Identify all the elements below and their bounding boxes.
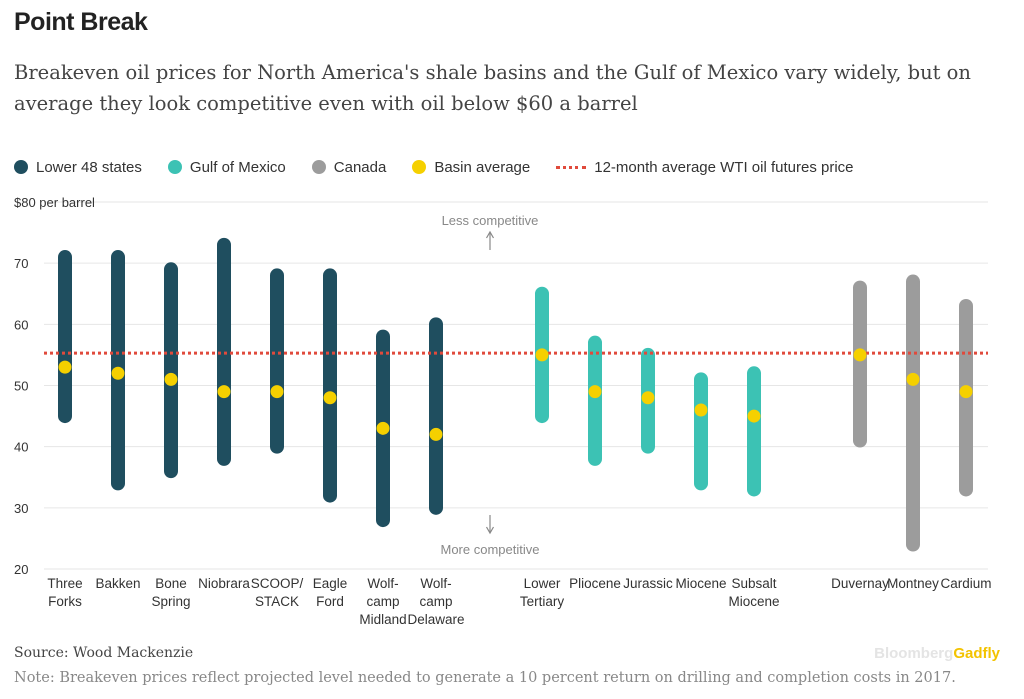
basin-average-dot bbox=[376, 421, 390, 435]
arrow-up-head-icon bbox=[485, 230, 495, 239]
basin-average-dot bbox=[906, 372, 920, 386]
x-category-label: Wolf-camp Delaware bbox=[407, 576, 464, 627]
x-category-label: Cardium bbox=[940, 576, 991, 591]
basin-average-dot bbox=[747, 409, 761, 423]
legend-swatch-lower-48 bbox=[14, 160, 28, 174]
legend-swatch-canada bbox=[311, 160, 326, 174]
x-category-label: Niobrara bbox=[198, 576, 250, 591]
y-tick-label: 20 bbox=[14, 562, 28, 577]
x-category-label: Eagle Ford bbox=[313, 576, 348, 609]
legend-item-gulf-of-mexico: Gulf of Mexico bbox=[167, 158, 286, 176]
basin-average-dot bbox=[959, 385, 973, 399]
annotation-more-competitive: More competitive bbox=[441, 542, 540, 557]
basin-average-dot bbox=[641, 391, 655, 405]
basin-average-dot bbox=[164, 372, 178, 386]
y-tick-label: $80 per barrel bbox=[14, 195, 95, 210]
legend-item-basin-average: Basin average bbox=[412, 159, 530, 176]
x-category-label: Pliocene bbox=[569, 576, 621, 591]
legend-item-lower-48: Lower 48 states bbox=[14, 159, 142, 176]
x-category-label: SCOOP/STACK bbox=[251, 576, 304, 609]
x-category-label: Bakken bbox=[95, 576, 140, 591]
x-category-label: Lower Tertiary bbox=[520, 576, 565, 609]
basin-average-dot bbox=[694, 403, 708, 417]
legend-swatch-gulf-of-mexico bbox=[167, 160, 182, 174]
arrow-down-head-icon bbox=[485, 526, 495, 535]
footnote: Note: Breakeven prices reflect projected… bbox=[14, 670, 956, 686]
legend: Lower 48 states Gulf of Mexico Canada Ba… bbox=[14, 156, 880, 178]
y-tick-label: 40 bbox=[14, 440, 28, 455]
x-category-label: Three Forks bbox=[47, 576, 82, 609]
basin-average-dot bbox=[429, 427, 443, 441]
y-tick-label: 60 bbox=[14, 317, 28, 332]
basin-average-dot bbox=[323, 391, 337, 405]
x-category-label: Bone Spring bbox=[151, 576, 190, 609]
basin-average-dot bbox=[111, 366, 125, 380]
annotation-less-competitive: Less competitive bbox=[442, 213, 539, 228]
source-note: Source: Wood Mackenzie bbox=[14, 645, 194, 661]
legend-item-wti-average: 12-month average WTI oil futures price bbox=[556, 158, 854, 176]
legend-label-basin-average: Basin average bbox=[434, 158, 531, 176]
y-tick-label: 30 bbox=[14, 501, 28, 516]
legend-swatch-wti-average bbox=[556, 165, 587, 169]
chart-subtitle: Breakeven oil prices for North America's… bbox=[14, 61, 971, 115]
basin-average-dot bbox=[853, 348, 867, 362]
x-category-label: Subsalt Miocene bbox=[728, 576, 779, 609]
basin-average-dot bbox=[58, 360, 72, 374]
basin-average-dot bbox=[217, 385, 231, 399]
chart-title: Point Break bbox=[14, 8, 148, 36]
legend-label-gulf-of-mexico: Gulf of Mexico bbox=[189, 158, 286, 176]
basin-average-dot bbox=[535, 348, 549, 362]
basin-average-dot bbox=[270, 385, 284, 399]
x-category-label: Duvernay bbox=[831, 576, 889, 591]
x-category-label: Montney bbox=[887, 576, 939, 591]
legend-label-wti-average: 12-month average WTI oil futures price bbox=[594, 158, 854, 176]
legend-label-canada: Canada bbox=[333, 158, 387, 176]
range-chart: 20 30 40 50 60 70 $80 per barrel Less competiti… bbox=[14, 195, 992, 627]
x-category-label: Jurassic bbox=[623, 576, 673, 591]
legend-item-canada: Canada bbox=[311, 158, 387, 176]
x-category-label: Miocene bbox=[675, 576, 726, 591]
basin-average-dot bbox=[588, 385, 602, 399]
legend-label-lower-48: Lower 48 states bbox=[36, 158, 142, 176]
y-tick-label: 70 bbox=[14, 256, 28, 271]
x-category-label: Wolf-camp Midland bbox=[359, 576, 406, 627]
y-tick-label: 50 bbox=[14, 379, 28, 394]
brand-logo: BloombergGadfly bbox=[874, 645, 1000, 662]
legend-swatch-basin-average bbox=[412, 160, 427, 174]
